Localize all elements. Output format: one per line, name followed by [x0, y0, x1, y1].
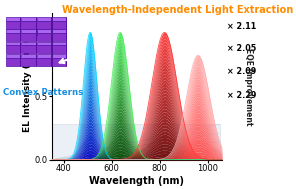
Polygon shape [21, 54, 36, 58]
Polygon shape [6, 21, 20, 29]
Text: × 2.29: × 2.29 [227, 91, 256, 100]
Polygon shape [37, 45, 51, 53]
Polygon shape [6, 29, 20, 33]
Polygon shape [37, 42, 51, 45]
Polygon shape [6, 17, 20, 21]
Polygon shape [52, 21, 66, 29]
Text: × 2.05: × 2.05 [227, 44, 256, 53]
X-axis label: Wavelength (nm): Wavelength (nm) [89, 176, 184, 186]
Polygon shape [6, 33, 20, 41]
Polygon shape [21, 17, 36, 21]
Polygon shape [37, 29, 51, 33]
Polygon shape [52, 42, 66, 45]
Text: × 2.11: × 2.11 [227, 22, 256, 31]
Polygon shape [52, 29, 66, 33]
Polygon shape [52, 33, 66, 41]
Polygon shape [37, 33, 51, 41]
Polygon shape [52, 45, 66, 53]
Polygon shape [52, 54, 66, 58]
Polygon shape [21, 21, 36, 29]
Polygon shape [37, 58, 51, 66]
Polygon shape [37, 21, 51, 29]
Polygon shape [21, 29, 36, 33]
Polygon shape [6, 42, 20, 45]
Polygon shape [6, 54, 20, 58]
Polygon shape [6, 58, 20, 66]
Text: Wavelength-Independent Light Extraction: Wavelength-Independent Light Extraction [62, 5, 293, 15]
Polygon shape [6, 45, 20, 53]
Y-axis label: EL Intensity (a.u.): EL Intensity (a.u.) [23, 41, 32, 132]
Polygon shape [21, 58, 36, 66]
Polygon shape [52, 17, 66, 21]
Polygon shape [21, 42, 36, 45]
Text: EQE Improvement: EQE Improvement [244, 48, 253, 125]
Text: Convex Patterns: Convex Patterns [3, 88, 83, 97]
Polygon shape [37, 17, 51, 21]
Polygon shape [52, 58, 66, 66]
Text: × 2.09: × 2.09 [227, 67, 256, 76]
Polygon shape [37, 54, 51, 58]
Polygon shape [21, 33, 36, 41]
Polygon shape [52, 124, 220, 160]
Polygon shape [21, 45, 36, 53]
